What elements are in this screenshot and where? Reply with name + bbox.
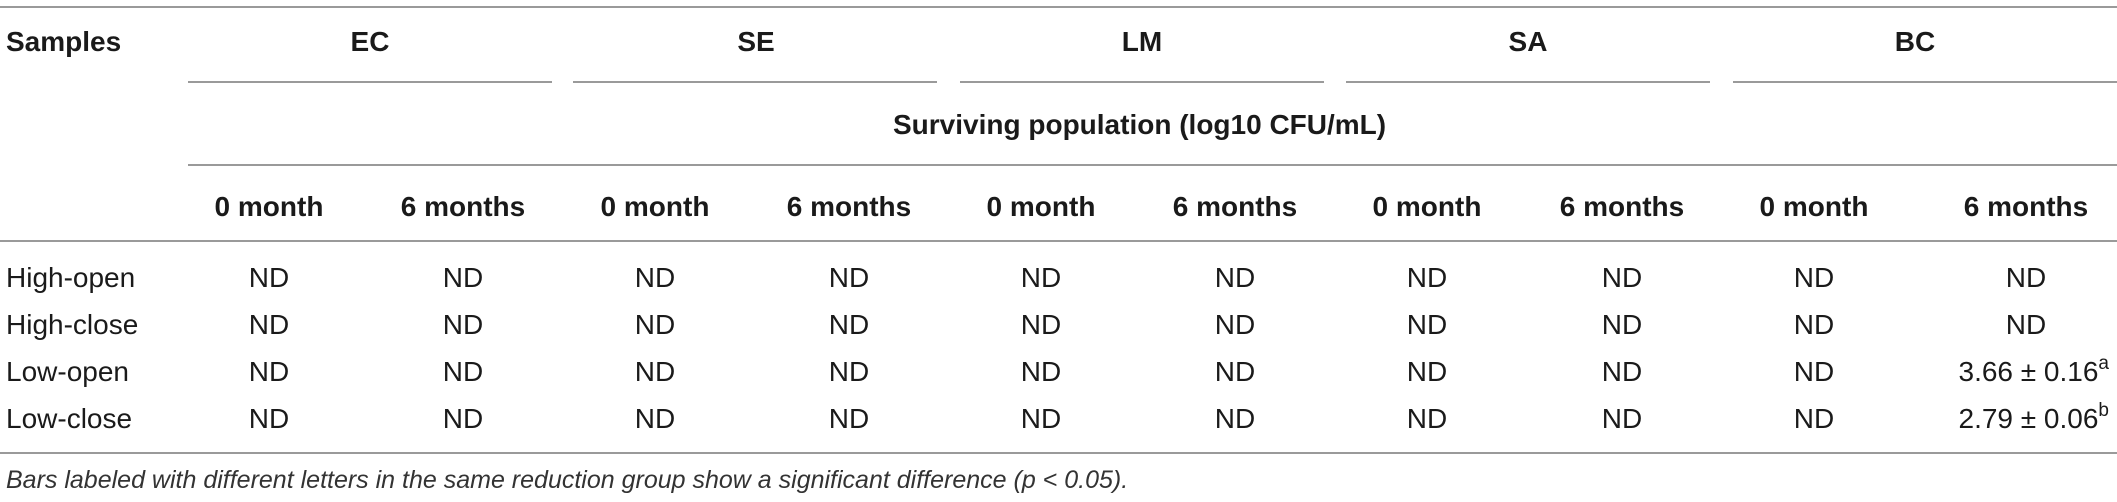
time-header: 0 month [1372,191,1482,222]
table-cell: ND [828,262,870,293]
row-label-high-close: High-close [6,309,139,340]
table-cell: ND [248,309,290,340]
top-rule [0,6,2117,8]
table-cell: ND [1793,262,1835,293]
time-header: 6 months [786,191,912,222]
table-cell: ND [2005,262,2047,293]
table-cell: ND [634,262,676,293]
table-cell: ND [442,309,484,340]
significance-letter: b [2098,400,2109,421]
table-cell-value: 3.66 ± 0.16a [1958,354,2110,387]
table-cell: ND [442,262,484,293]
group-rule-se [573,81,937,83]
table-cell: ND [1406,356,1448,387]
measurement-value: 2.79 ± 0.06 [1958,403,2099,434]
group-header-sa: SA [1508,26,1548,57]
span-rule [188,164,2117,166]
significance-letter: a [2098,353,2109,374]
table-cell: ND [1601,403,1643,434]
table-cell: ND [442,356,484,387]
table-cell: ND [828,403,870,434]
time-header: 6 months [1172,191,1298,222]
group-rule-sa [1346,81,1710,83]
table-cell: ND [1214,403,1256,434]
table-cell: ND [634,356,676,387]
table-cell: ND [1406,309,1448,340]
table-cell: ND [248,403,290,434]
table-cell: ND [1601,356,1643,387]
table-cell-value: 2.79 ± 0.06b [1958,401,2110,434]
table-cell: ND [1793,309,1835,340]
table-cell: ND [1406,262,1448,293]
time-header: 6 months [1963,191,2089,222]
surviving-population-header: Surviving population (log10 CFU/mL) [893,109,1387,140]
time-header: 6 months [1559,191,1685,222]
table-cell: ND [442,403,484,434]
body-bottom-rule [0,452,2117,454]
table-cell: ND [248,356,290,387]
table-cell: ND [1214,309,1256,340]
group-rule-bc [1733,81,2117,83]
table-cell: ND [1601,262,1643,293]
table-cell: ND [2005,309,2047,340]
table-cell: ND [1601,309,1643,340]
table-cell: ND [1214,356,1256,387]
row-label-low-close: Low-close [6,403,133,434]
header-bottom-rule [0,240,2117,242]
time-header: 0 month [214,191,324,222]
row-label-high-open: High-open [6,262,136,293]
table-cell: ND [1793,403,1835,434]
table-footnote: Bars labeled with different letters in t… [6,466,1129,494]
group-header-ec: EC [350,26,390,57]
time-header: 6 months [400,191,526,222]
group-rule-lm [960,81,1324,83]
measurement-value: 3.66 ± 0.16 [1958,356,2099,387]
table-cell: ND [1406,403,1448,434]
group-rule-ec [188,81,552,83]
group-header-bc: BC [1894,26,1936,57]
table-cell: ND [248,262,290,293]
samples-header: Samples [6,26,122,57]
table-cell: ND [634,403,676,434]
time-header: 0 month [1759,191,1869,222]
time-header: 0 month [600,191,710,222]
group-header-se: SE [737,26,775,57]
table-cell: ND [1020,356,1062,387]
group-header-lm: LM [1121,26,1163,57]
table-cell: ND [634,309,676,340]
table-cell: ND [1020,403,1062,434]
row-label-low-open: Low-open [6,356,129,387]
table-cell: ND [1793,356,1835,387]
table-cell: ND [1020,309,1062,340]
table-cell: ND [828,309,870,340]
time-header: 0 month [986,191,1096,222]
table-cell: ND [828,356,870,387]
table-cell: ND [1020,262,1062,293]
table-cell: ND [1214,262,1256,293]
